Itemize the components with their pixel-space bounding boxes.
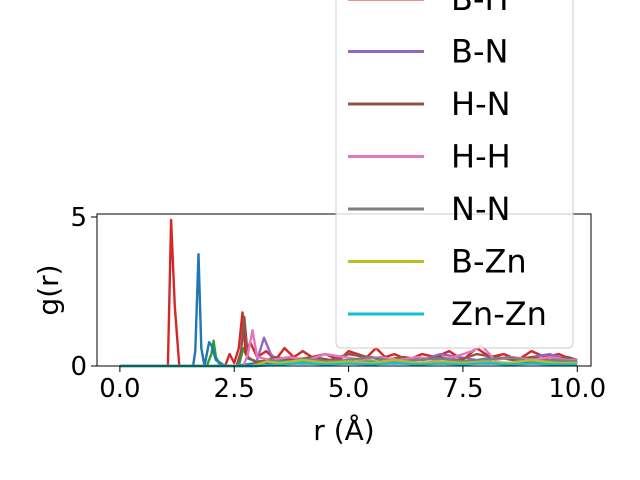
legend-label-h-h: H-H — [451, 138, 511, 176]
y-tick-label: 5 — [70, 203, 87, 233]
x-tick-label: 10.0 — [548, 374, 606, 404]
x-axis: 0.0 2.5 5.0 7.5 10.0 — [99, 366, 606, 404]
x-axis-label: r (Å) — [313, 413, 374, 447]
legend: B-H B-N H-N H-H N-N B-Zn Zn-Zn — [335, 0, 574, 349]
legend-label-zn-zn: Zn-Zn — [451, 295, 547, 333]
legend-label-b-n: B-N — [451, 33, 508, 71]
series-line-zn-zn — [119, 361, 578, 368]
y-axis: 05 — [70, 203, 97, 382]
y-tick-label: 0 — [70, 352, 87, 382]
series-line-b-h — [119, 218, 574, 368]
x-tick-label: 2.5 — [214, 374, 255, 404]
x-tick-label: 0.0 — [99, 374, 140, 404]
series-layer — [119, 218, 578, 368]
legend-label-b-zn: B-Zn — [451, 243, 527, 281]
y-axis-label: g(r) — [32, 264, 65, 315]
legend-label-b-h: B-H — [451, 0, 509, 18]
x-tick-label: 7.5 — [442, 374, 483, 404]
legend-label-h-n: H-N — [451, 85, 511, 123]
series-line-b-zn — [119, 358, 578, 368]
legend-label-n-n: N-N — [451, 190, 510, 228]
x-tick-label: 5.0 — [328, 374, 369, 404]
